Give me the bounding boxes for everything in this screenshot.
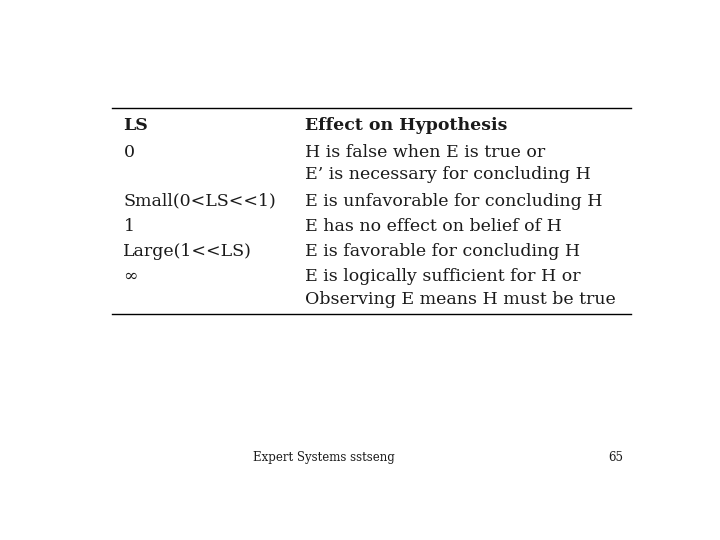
Text: Effect on Hypothesis: Effect on Hypothesis [305,117,507,133]
Text: E is favorable for concluding H: E is favorable for concluding H [305,242,580,260]
Text: Small(0<LS<<1): Small(0<LS<<1) [124,193,276,210]
Text: 65: 65 [608,451,623,464]
Text: E is unfavorable for concluding H: E is unfavorable for concluding H [305,193,603,210]
Text: E is logically sufficient for H or: E is logically sufficient for H or [305,268,580,285]
Text: E’ is necessary for concluding H: E’ is necessary for concluding H [305,166,590,184]
Text: ∞: ∞ [124,268,138,285]
Text: 1: 1 [124,218,135,235]
Text: H is false when E is true or: H is false when E is true or [305,144,545,160]
Text: LS: LS [124,117,148,133]
Text: Expert Systems sstseng: Expert Systems sstseng [253,451,395,464]
Text: Observing E means H must be true: Observing E means H must be true [305,291,616,308]
Text: Large(1<<LS): Large(1<<LS) [124,242,252,260]
Text: E has no effect on belief of H: E has no effect on belief of H [305,218,562,235]
Text: 0: 0 [124,144,135,160]
